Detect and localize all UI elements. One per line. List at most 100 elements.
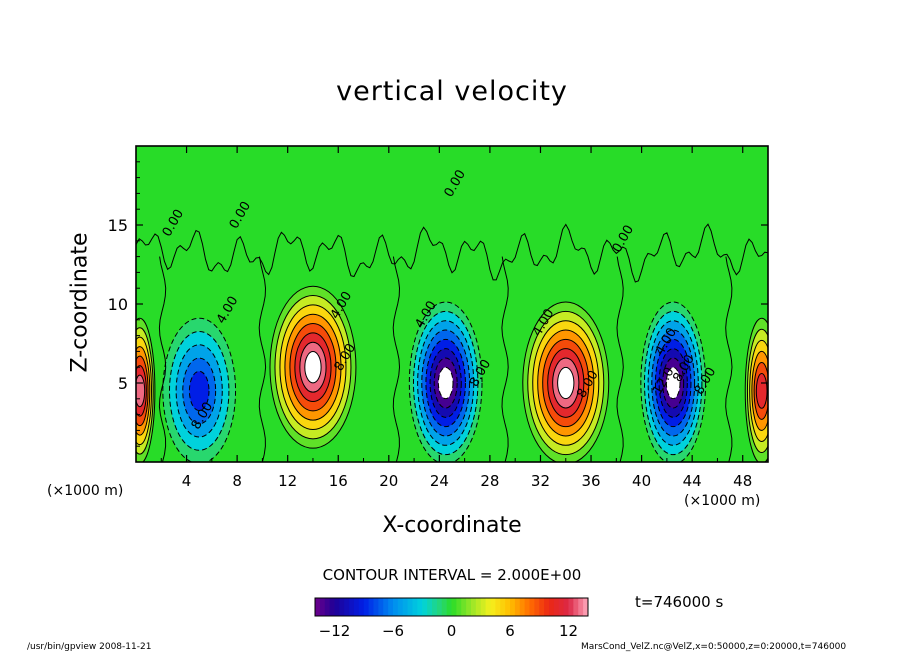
- colorbar-swatch: [480, 598, 487, 616]
- contour-line: [552, 357, 580, 409]
- colorbar-swatch: [578, 598, 584, 616]
- x-tick-label: 44: [683, 472, 702, 490]
- colorbar-swatch: [344, 598, 350, 616]
- colorbar-swatch: [324, 598, 331, 616]
- colorbar-swatch: [466, 598, 472, 616]
- contour-line: [136, 365, 147, 417]
- x-unit-label: (×1000 m): [684, 493, 761, 509]
- contour-line: [168, 330, 230, 451]
- colorbar-swatch: [417, 598, 423, 616]
- colorbar-swatch: [558, 598, 565, 616]
- x-tick-label: 48: [733, 472, 752, 490]
- colorbar-swatch: [378, 598, 384, 616]
- x-axis-label: X-coordinate: [382, 513, 522, 538]
- colorbar-swatch: [495, 598, 501, 616]
- contour-line: [749, 339, 768, 442]
- x-axis: 4 8 12 16 20 24 28 32 36 40 44 48: [160, 146, 752, 490]
- x-tick-label: 36: [581, 472, 600, 490]
- contour-line: [279, 304, 347, 431]
- colorbar-swatch: [441, 598, 448, 616]
- colorbar-swatch: [510, 598, 516, 616]
- zero-contour: [616, 256, 624, 462]
- contour-line: [304, 351, 322, 384]
- colorbar-swatch: [393, 598, 399, 616]
- x-tick-label: 24: [430, 472, 449, 490]
- contour-line: [547, 348, 585, 418]
- contour-line: [294, 332, 332, 403]
- contour-line: [744, 317, 768, 462]
- contour-line: [746, 328, 768, 454]
- x-tick-label: 20: [379, 472, 398, 490]
- colorbar-swatch: [402, 598, 409, 616]
- contour-line: [136, 336, 152, 446]
- contour-line: [658, 348, 688, 418]
- colorbar-swatch: [368, 598, 374, 616]
- colorbar-swatch: [373, 598, 379, 616]
- colorbar-swatch: [436, 598, 443, 616]
- x-tick-label: 32: [531, 472, 550, 490]
- zero-contour: [725, 256, 733, 462]
- colorbar-swatch: [461, 598, 467, 616]
- contour-line: [654, 338, 692, 428]
- contour-line: [532, 320, 600, 446]
- contour-line: [269, 285, 357, 449]
- velocity-field: [136, 146, 768, 462]
- contour-line: [162, 317, 237, 462]
- colorbar-tick-label: 6: [505, 622, 515, 640]
- contour-line: [425, 338, 466, 428]
- colorbar-swatch: [329, 598, 335, 616]
- contour-line: [136, 327, 154, 455]
- colorbar-swatch: [315, 598, 321, 616]
- colorbar-swatch: [553, 598, 560, 616]
- x-tick-label: 16: [329, 472, 348, 490]
- colorbar-swatch: [475, 598, 482, 616]
- z-unit-label: (×1000 m): [47, 483, 124, 499]
- colorbar-swatch: [490, 598, 496, 616]
- footer-left: /usr/bin/gpview 2008-11-21: [27, 642, 152, 652]
- colorbar-swatch: [471, 598, 477, 616]
- chart-title: vertical velocity: [336, 76, 568, 107]
- contour-line: [522, 301, 610, 462]
- colorbar-swatch: [446, 598, 452, 616]
- colorbar-swatch: [568, 598, 574, 616]
- colorbar-swatch: [363, 598, 370, 616]
- footer-right: MarsCond_VelZ.nc@VelZ,x=0:50000,z=0:2000…: [581, 642, 847, 652]
- colorbar-swatch: [519, 598, 526, 616]
- field-band: [756, 373, 768, 409]
- colorbar-swatch: [412, 598, 418, 616]
- contour-line: [751, 350, 768, 431]
- contour-line: [643, 310, 703, 456]
- contour-line: [136, 346, 151, 436]
- colorbar-swatch: [549, 598, 555, 616]
- x-tick-label: 4: [182, 472, 192, 490]
- x-tick-label: 12: [278, 472, 297, 490]
- field-band: [304, 351, 322, 383]
- contour-line: [299, 341, 327, 393]
- contour-line: [755, 373, 768, 409]
- colorbar-swatch: [407, 598, 413, 616]
- colorbar-swatch: [319, 598, 326, 616]
- y-axis-label: Z-coordinate: [67, 232, 93, 373]
- colorbar-swatch: [397, 598, 404, 616]
- colorbar-swatch: [354, 598, 360, 616]
- zero-contour: [501, 256, 509, 462]
- colorbar-swatch: [529, 598, 535, 616]
- contour-line: [429, 348, 462, 418]
- zero-contour: [258, 256, 267, 462]
- contour-line: [437, 366, 454, 400]
- contour-line: [537, 329, 595, 437]
- colorbar-swatch: [524, 598, 530, 616]
- colorbar-swatch: [539, 598, 545, 616]
- y-axis: 5 10 15: [108, 161, 768, 447]
- colorbar-swatch: [500, 598, 506, 616]
- contour-line: [412, 310, 479, 456]
- contour-line: [647, 320, 699, 446]
- colorbar-swatch: [358, 598, 365, 616]
- contour-line: [557, 366, 575, 400]
- contour-line: [665, 366, 681, 400]
- field-band: [557, 367, 574, 399]
- colorbar-swatch: [505, 598, 511, 616]
- colorbar-frame: [314, 597, 589, 617]
- contour-line: [289, 323, 337, 412]
